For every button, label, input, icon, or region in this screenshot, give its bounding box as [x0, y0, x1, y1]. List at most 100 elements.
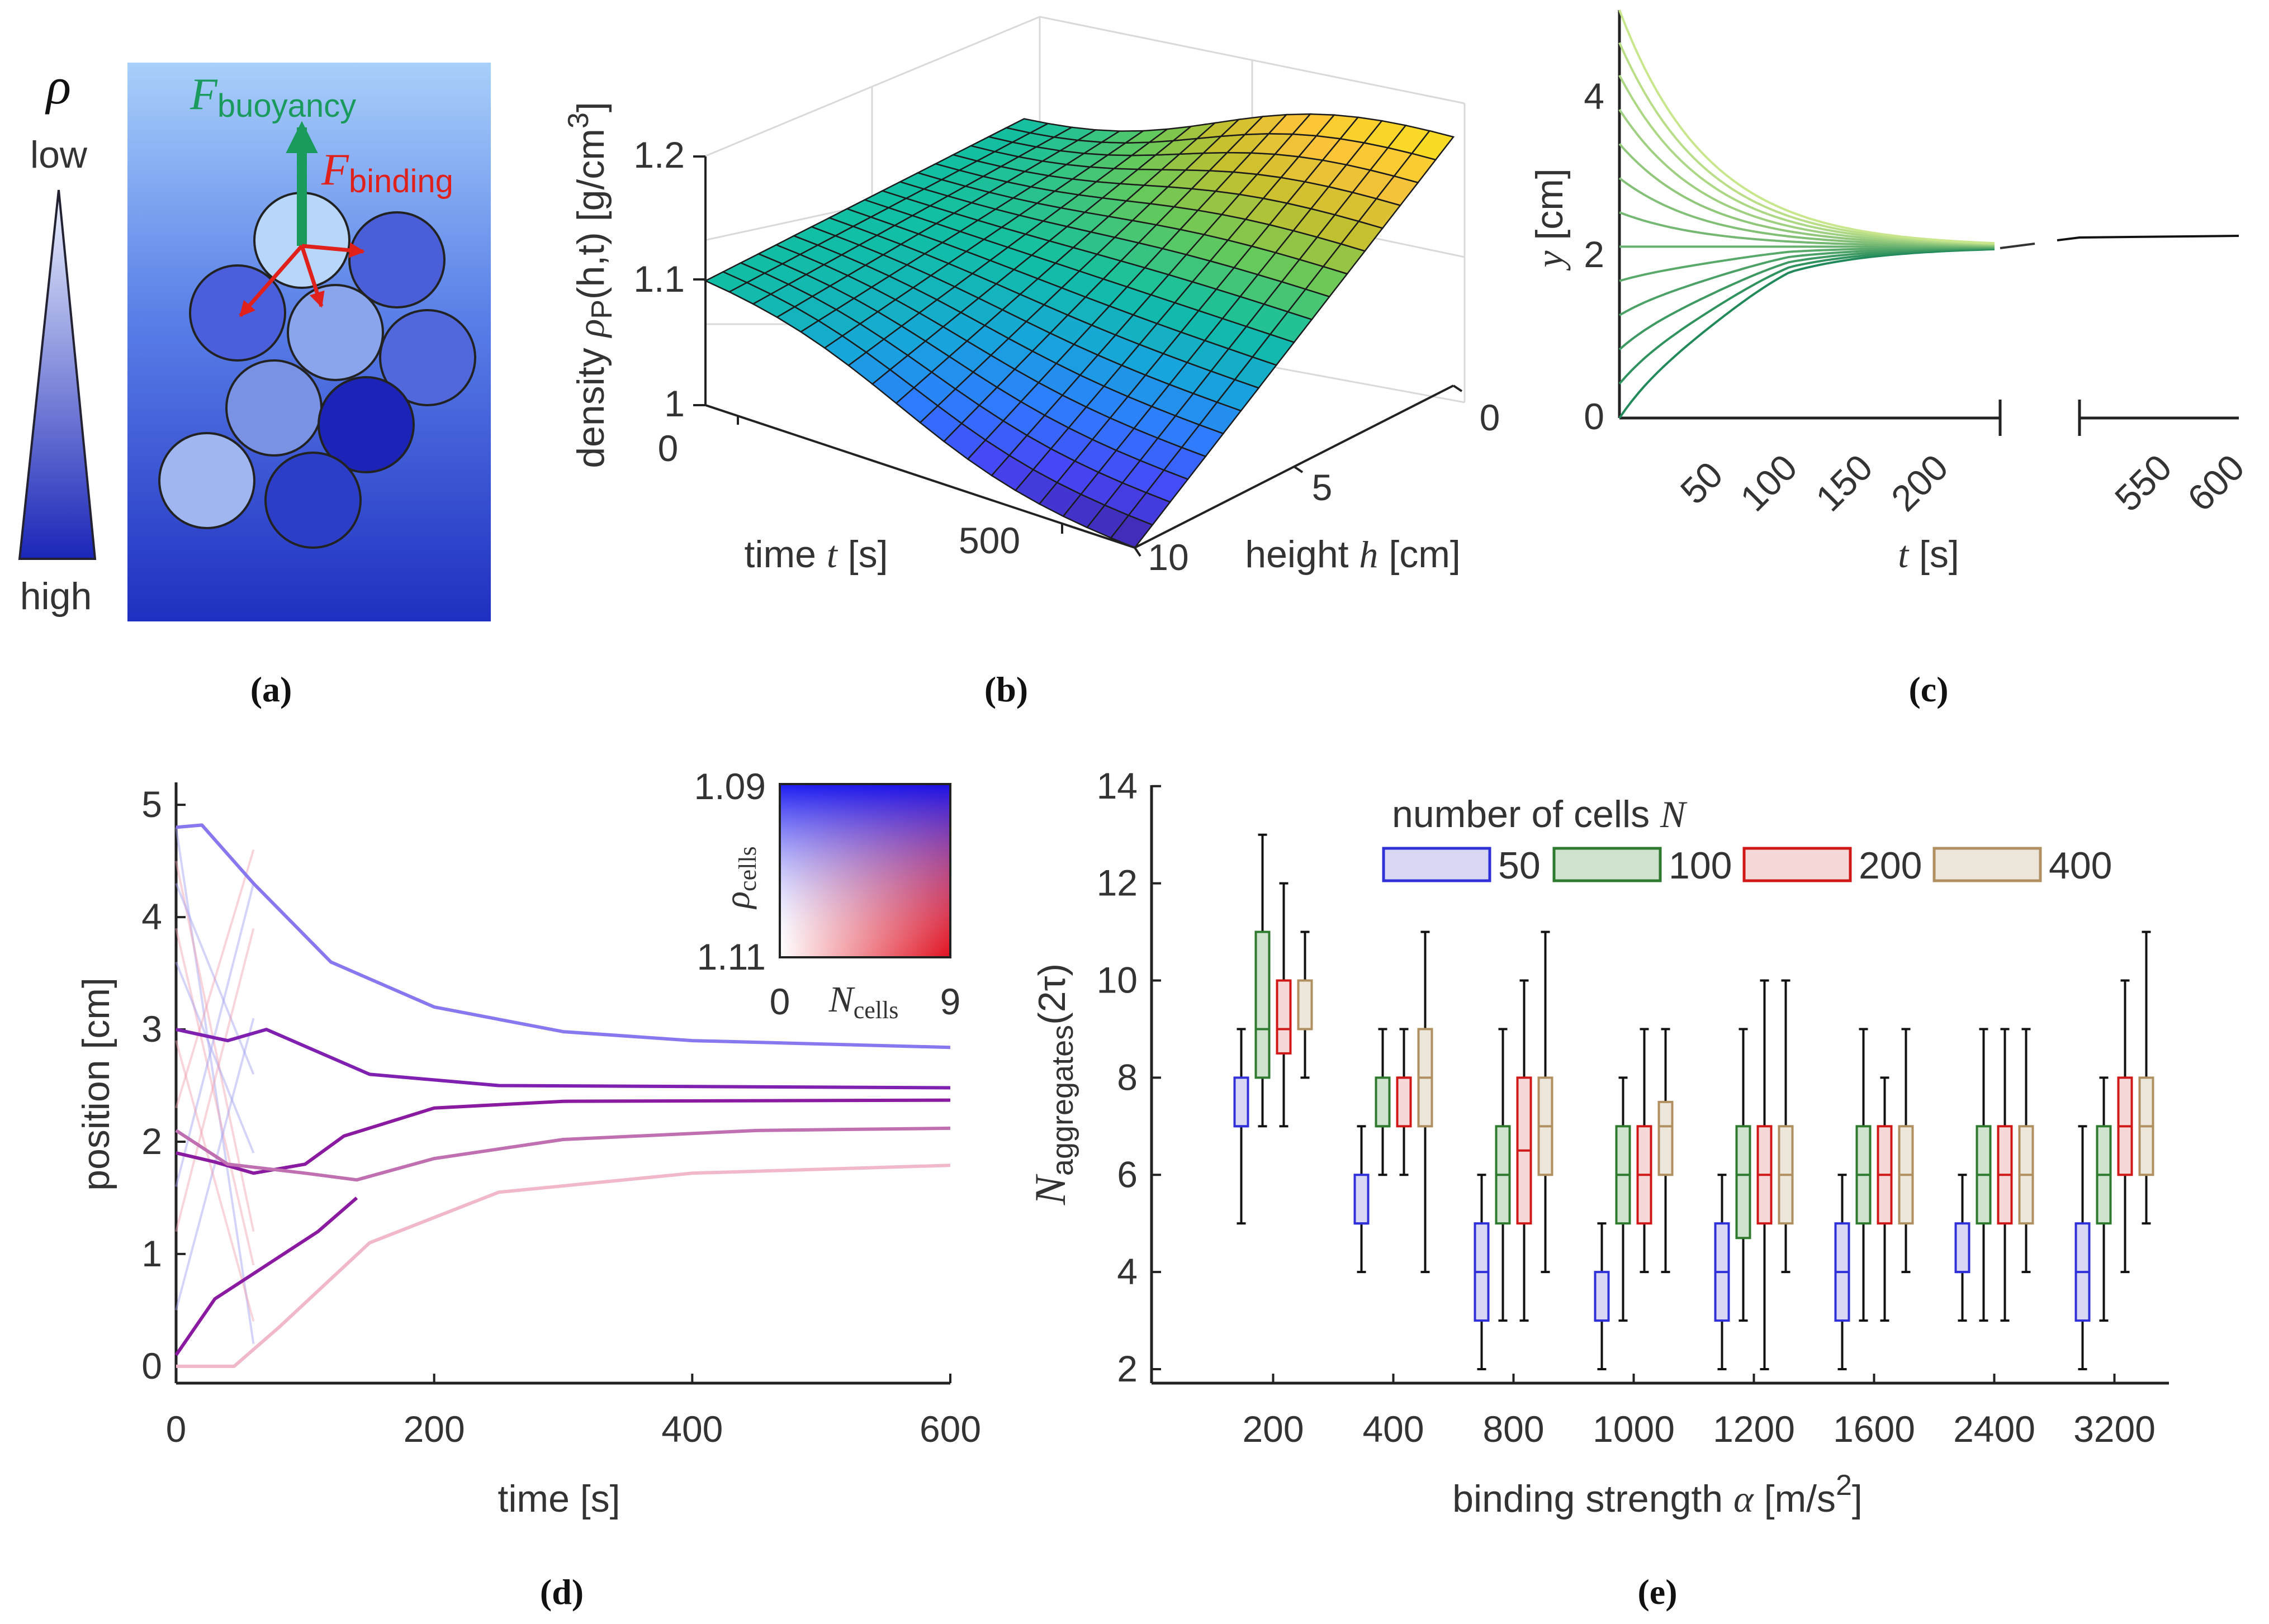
panel-a: ρ low high Fbuoyancy Fbinding (a): [18, 58, 491, 709]
y-tick-label: 3: [141, 1008, 162, 1050]
h-tick: 5: [1312, 467, 1333, 508]
cell: [264, 452, 362, 549]
faint-trajectory: [175, 827, 255, 1344]
rho-symbol: ρ: [45, 58, 71, 115]
box-100: [1375, 1076, 1391, 1128]
c-y-tick: 0: [1584, 396, 1604, 437]
c-dash: [2000, 243, 2035, 249]
d-x-axis-label: time [s]: [498, 1478, 620, 1520]
cell: [225, 359, 323, 457]
cell: [379, 309, 476, 406]
caption-c: (c): [1908, 669, 1948, 709]
c-x-tick: 550: [2107, 447, 2180, 519]
e-y-axis-label: Naggregates(2τ): [1026, 963, 1079, 1205]
trajectory-line: [1618, 108, 1995, 246]
z-tick: 1.1: [633, 258, 685, 300]
z-axis-label: density ρP(h,t) [g/cm3]: [562, 102, 618, 468]
scale-high-label: high: [20, 575, 92, 618]
t-axis-label: time t [s]: [745, 533, 888, 576]
density-scale-triangle: [18, 189, 97, 560]
y-tick-label: 5: [141, 783, 162, 825]
caption-d: (d): [540, 1572, 584, 1612]
box-400: [1657, 1100, 1674, 1176]
c-y-tick: 4: [1584, 75, 1604, 117]
legend-label: 50: [1498, 844, 1541, 887]
c-x-tick: 100: [1732, 447, 1805, 519]
density-surface: [704, 113, 1455, 549]
y-tick-label: 10: [1097, 960, 1138, 1001]
x-tick-label: 1200: [1713, 1408, 1795, 1450]
y-tick-label: 2: [1117, 1348, 1138, 1389]
legend-label: 400: [2049, 844, 2112, 887]
x-tick-label: 3200: [2073, 1408, 2156, 1450]
c-x-tick: 50: [1673, 454, 1731, 512]
faint-trajectory: [175, 1040, 255, 1322]
trajectory-line: [1618, 42, 1995, 245]
h-tick: 10: [1148, 536, 1188, 578]
e-ticks: 2 4 6 8 10 12 14 200 400 800 1000 1200 1600 2400 3200: [1097, 765, 2156, 1450]
surface-patch: [1410, 130, 1455, 161]
box-400: [1297, 979, 1313, 1031]
caption-e: (e): [1637, 1572, 1677, 1612]
x-tick-label: 800: [1482, 1408, 1544, 1450]
d-trajectories: [174, 823, 951, 1368]
faint-trajectory: [175, 883, 255, 1075]
caption-a: (a): [250, 669, 292, 709]
x-tick-label: 200: [404, 1408, 465, 1450]
legend-swatch-200: [1742, 847, 1852, 882]
legend-label: 100: [1669, 844, 1732, 887]
inset-bottom-value: 1.11: [697, 936, 766, 977]
c-x-axis-label: t [s]: [1898, 533, 1959, 576]
legend-swatch-50: [1382, 847, 1491, 882]
trajectory-mauve: [175, 1126, 951, 1182]
trajectory-pink: [176, 1164, 951, 1368]
trajectory-blue: [176, 823, 951, 1050]
e-x-axis-label: binding strength α [m/s2]: [1452, 1469, 1863, 1520]
buoyancy-label: Fbuoyancy: [190, 70, 356, 124]
inset-top-value: 1.09: [694, 766, 766, 807]
t-tick: 500: [959, 520, 1020, 561]
y-tick-label: 1: [141, 1233, 162, 1274]
panel-c: 4 2 0 50 100 150 200 550 600 y [cm] t [s…: [1528, 10, 2252, 709]
c-x-tick: 200: [1883, 447, 1956, 519]
scale-low-label: low: [30, 134, 88, 176]
faint-trajectory: [175, 928, 255, 1266]
x-tick-label: 1600: [1833, 1408, 1915, 1450]
box-50: [1594, 1271, 1610, 1322]
y-tick-label: 6: [1117, 1153, 1138, 1195]
c-x-tick: 150: [1808, 447, 1880, 519]
legend: 50 100 200 400: [1382, 844, 2112, 887]
cell: [348, 211, 446, 308]
x-tick-label: 1000: [1593, 1408, 1675, 1450]
inset-y-label: ρcells: [717, 846, 761, 909]
cell: [318, 376, 415, 473]
trajectory-purple-1: [176, 1028, 951, 1090]
faint-trajectory: [175, 883, 255, 1187]
e-boxplots: [1233, 833, 2154, 1370]
binding-arrow: [301, 242, 365, 258]
h-axis-label: height h [cm]: [1245, 533, 1461, 576]
box-200: [1276, 979, 1292, 1055]
cell: [158, 432, 255, 529]
cell-cluster: [158, 192, 476, 549]
y-tick-label: 4: [141, 896, 162, 937]
box-50: [1954, 1222, 1970, 1274]
y-tick-label: 12: [1097, 862, 1138, 904]
c-tail: [2057, 235, 2239, 241]
legend-swatch-100: [1552, 847, 1662, 882]
d-y-axis-label: position [cm]: [75, 977, 117, 1191]
faint-trajectory: [175, 961, 255, 1153]
z-tick: 1: [664, 383, 685, 424]
trajectory-line: [1618, 177, 1995, 247]
legend-swatch-400: [1932, 847, 2042, 882]
y-tick-label: 2: [141, 1120, 162, 1162]
trajectory-line: [1619, 246, 1995, 316]
faint-trajectory: [175, 1018, 255, 1310]
y-tick-label: 8: [1117, 1056, 1138, 1098]
c-x-tick: 600: [2180, 447, 2252, 519]
box-50: [1233, 1076, 1249, 1128]
c-y-axis-label: y [cm]: [1528, 168, 1571, 271]
inset-x-label: Ncells: [828, 979, 899, 1024]
y-tick-label: 14: [1097, 765, 1138, 806]
